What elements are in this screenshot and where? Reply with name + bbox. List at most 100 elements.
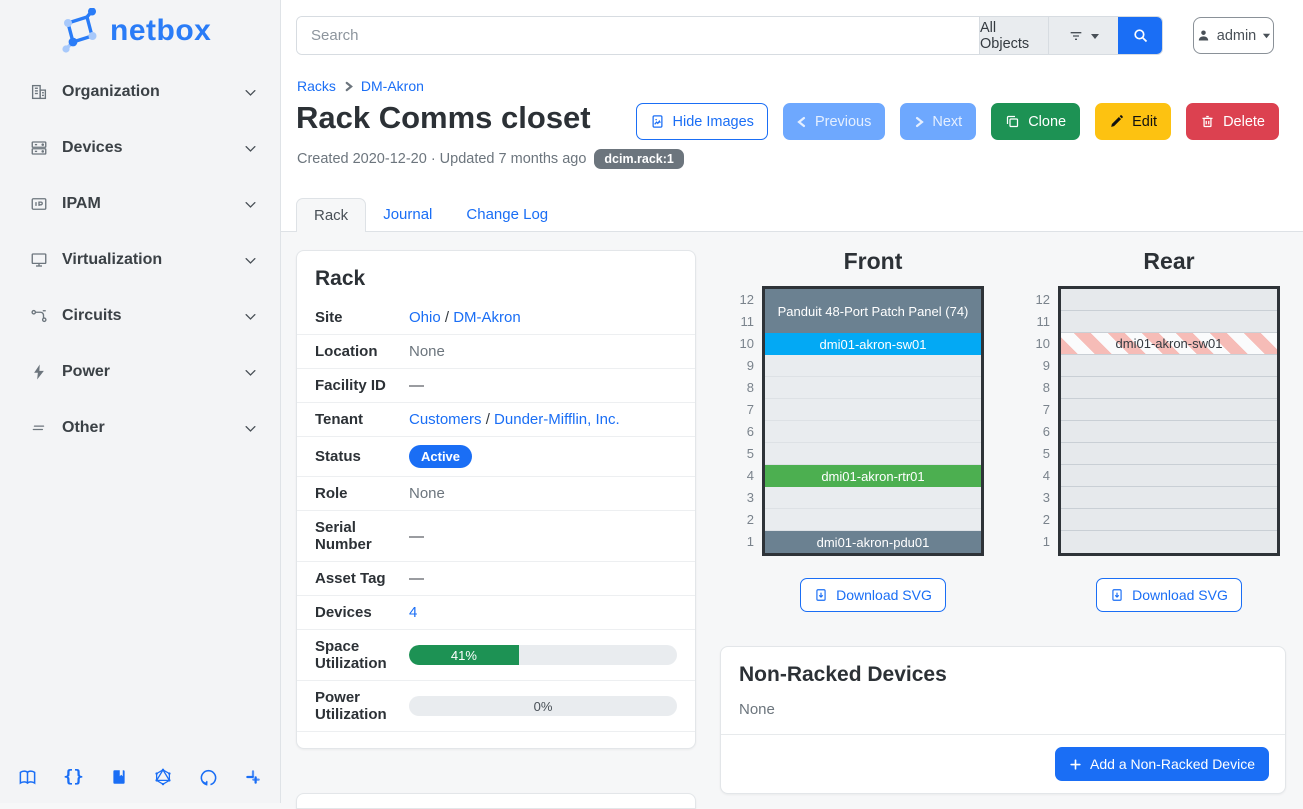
download-svg-rear-button[interactable]: Download SVG bbox=[1096, 578, 1242, 612]
netbox-logo-icon bbox=[56, 8, 102, 54]
unit-number: 6 bbox=[1042, 424, 1050, 439]
sidebar-item-power[interactable]: Power bbox=[22, 352, 266, 392]
rack-device[interactable]: Panduit 48-Port Patch Panel (74) bbox=[765, 289, 981, 333]
netbox-logo-text: netbox bbox=[110, 14, 212, 47]
rack-device[interactable]: dmi01-akron-pdu01 bbox=[765, 531, 981, 553]
rest-api-braces-icon[interactable]: {} bbox=[63, 767, 84, 787]
tab-change-log[interactable]: Change Log bbox=[466, 206, 549, 223]
unit-numbers: 12 11 10 9 8 7 6 5 4 3 2 1 bbox=[728, 286, 754, 556]
unit-number: 4 bbox=[1042, 468, 1050, 483]
site-group-link[interactable]: Ohio bbox=[409, 309, 441, 326]
breadcrumb-racks[interactable]: Racks bbox=[297, 78, 336, 94]
rack-slot-empty[interactable] bbox=[1061, 311, 1277, 333]
download-svg-front-button[interactable]: Download SVG bbox=[800, 578, 946, 612]
lines-icon bbox=[30, 419, 48, 437]
tenant-group-link[interactable]: Customers bbox=[409, 411, 482, 428]
search-submit-button[interactable] bbox=[1118, 17, 1162, 54]
table-row: Space Utilization 41% bbox=[297, 629, 695, 681]
sidebar-item-organization[interactable]: Organization bbox=[22, 72, 266, 112]
table-row: Asset Tag — bbox=[297, 561, 695, 596]
search-input[interactable] bbox=[297, 17, 979, 54]
rack-slot-empty[interactable] bbox=[1061, 509, 1277, 531]
rack-device[interactable]: dmi01-akron-rtr01 bbox=[765, 465, 981, 487]
search-scope-button[interactable]: All Objects bbox=[979, 17, 1048, 54]
unit-number: 8 bbox=[1042, 380, 1050, 395]
rack-slot-empty[interactable] bbox=[1061, 531, 1277, 553]
docs-book-icon[interactable] bbox=[18, 759, 37, 795]
github-icon[interactable] bbox=[199, 759, 218, 795]
role-value: None bbox=[409, 485, 445, 502]
tabs-divider bbox=[281, 231, 1303, 232]
location-value: None bbox=[409, 343, 445, 360]
unit-number: 10 bbox=[1035, 336, 1050, 351]
search-filter-button[interactable] bbox=[1048, 17, 1118, 54]
object-tabs: Rack Journal Change Log bbox=[296, 198, 565, 232]
unit-number: 8 bbox=[746, 380, 754, 395]
graphql-icon[interactable] bbox=[154, 759, 172, 795]
tab-journal[interactable]: Journal bbox=[383, 206, 433, 223]
hide-images-button[interactable]: Hide Images bbox=[635, 103, 768, 140]
clone-button[interactable]: Clone bbox=[991, 103, 1081, 140]
slack-icon[interactable] bbox=[244, 759, 262, 795]
serial-number-value: — bbox=[409, 527, 424, 545]
user-menu-button[interactable]: admin bbox=[1193, 17, 1274, 54]
rack-slot-empty[interactable] bbox=[1061, 377, 1277, 399]
device-count-link[interactable]: 4 bbox=[409, 604, 418, 621]
rack-slot-empty[interactable] bbox=[1061, 289, 1277, 311]
rack-slot-empty[interactable] bbox=[765, 509, 981, 531]
sidebar-item-ipam[interactable]: IPAM bbox=[22, 184, 266, 224]
unit-number: 9 bbox=[746, 358, 754, 373]
add-non-racked-device-button[interactable]: Add a Non-Racked Device bbox=[1055, 747, 1269, 781]
sidebar-item-other[interactable]: Other bbox=[22, 408, 266, 448]
breadcrumb: Racks DM-Akron bbox=[297, 78, 424, 94]
rack-slot-empty[interactable] bbox=[1061, 443, 1277, 465]
ip-address-icon bbox=[30, 195, 48, 213]
api-docs-icon[interactable] bbox=[110, 759, 128, 795]
user-label: admin bbox=[1216, 27, 1257, 44]
unit-number: 1 bbox=[746, 534, 754, 549]
chevron-down-icon bbox=[243, 141, 258, 156]
sidebar-item-circuits[interactable]: Circuits bbox=[22, 296, 266, 336]
pencil-icon bbox=[1109, 114, 1124, 129]
rack-slot-empty[interactable] bbox=[765, 377, 981, 399]
unit-number: 6 bbox=[746, 424, 754, 439]
copy-icon bbox=[1005, 114, 1020, 129]
rack-slot-empty[interactable] bbox=[1061, 421, 1277, 443]
rack-slot-empty[interactable] bbox=[765, 421, 981, 443]
power-utilization-label: 0% bbox=[533, 698, 553, 714]
rack-info-card: Rack Site Ohio / DM-Akron Location None … bbox=[296, 250, 696, 749]
rack-slot-empty[interactable] bbox=[1061, 355, 1277, 377]
space-utilization-bar: 41% bbox=[409, 645, 677, 665]
card-footer: Add a Non-Racked Device bbox=[721, 734, 1285, 793]
netbox-logo[interactable]: netbox bbox=[56, 8, 211, 54]
site-link[interactable]: DM-Akron bbox=[453, 309, 521, 326]
rack-slot-empty[interactable] bbox=[1061, 487, 1277, 509]
table-row: Power Utilization 0% bbox=[297, 680, 695, 732]
breadcrumb-dm-akron[interactable]: DM-Akron bbox=[360, 78, 424, 94]
rack-slot-empty[interactable] bbox=[1061, 399, 1277, 421]
card-title: Non-Racked Devices bbox=[739, 663, 947, 686]
user-icon bbox=[1196, 28, 1211, 43]
rack-slot-empty[interactable] bbox=[765, 487, 981, 509]
unit-number: 1 bbox=[1042, 534, 1050, 549]
sidebar-item-devices[interactable]: Devices bbox=[22, 128, 266, 168]
sidebar-item-virtualization[interactable]: Virtualization bbox=[22, 240, 266, 280]
rack-device[interactable]: dmi01-akron-sw01 bbox=[765, 333, 981, 355]
tenant-link[interactable]: Dunder-Mifflin, Inc. bbox=[494, 411, 620, 428]
rack-slot-empty[interactable] bbox=[765, 355, 981, 377]
tab-rack[interactable]: Rack bbox=[296, 198, 367, 232]
unit-numbers: 12 11 10 9 8 7 6 5 4 3 2 1 bbox=[1024, 286, 1050, 556]
previous-button[interactable]: Previous bbox=[782, 103, 886, 140]
table-row: Location None bbox=[297, 334, 695, 369]
server-icon bbox=[30, 139, 48, 157]
rack-slot-empty[interactable] bbox=[765, 399, 981, 421]
rack-slot-empty[interactable] bbox=[765, 443, 981, 465]
rack-device-rear-face[interactable]: dmi01-akron-sw01 bbox=[1061, 333, 1277, 355]
rack-attributes-table: Site Ohio / DM-Akron Location None Facil… bbox=[297, 301, 695, 732]
chevron-right-icon bbox=[344, 81, 353, 92]
rack-slot-empty[interactable] bbox=[1061, 465, 1277, 487]
edit-button[interactable]: Edit bbox=[1095, 103, 1172, 140]
global-search: All Objects bbox=[296, 16, 1163, 55]
next-button[interactable]: Next bbox=[900, 103, 977, 140]
delete-button[interactable]: Delete bbox=[1186, 103, 1279, 140]
